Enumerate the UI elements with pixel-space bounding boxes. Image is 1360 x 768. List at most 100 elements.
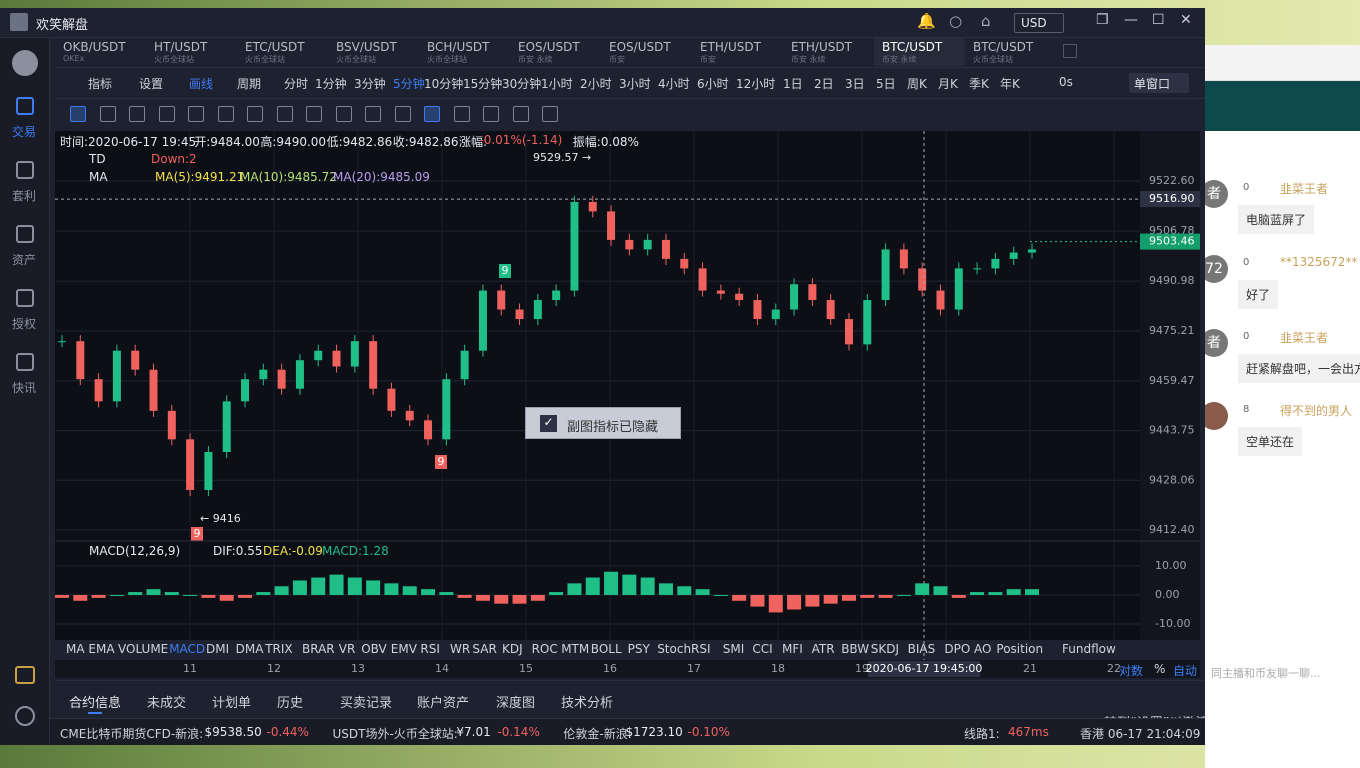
- window-mode[interactable]: 单窗口: [1129, 73, 1189, 93]
- indicator-tab[interactable]: BRAR: [302, 642, 335, 656]
- pair-tab[interactable]: [237, 38, 328, 66]
- window-button[interactable]: ✕: [1180, 12, 1192, 28]
- draw-tool[interactable]: [129, 106, 145, 122]
- indicator-tab[interactable]: SAR: [472, 642, 497, 656]
- draw-tool[interactable]: [365, 106, 381, 122]
- indicator-tab[interactable]: RSI: [420, 642, 440, 656]
- period-label[interactable]: 周期: [237, 77, 262, 91]
- indicator-tab[interactable]: MA: [66, 642, 85, 656]
- indicator-tab[interactable]: MFI: [782, 642, 803, 656]
- period-option[interactable]: 3小时: [619, 77, 651, 91]
- draw-tool[interactable]: [453, 106, 470, 122]
- sidebar-icon[interactable]: [16, 161, 34, 179]
- period-option[interactable]: 1日: [783, 77, 803, 91]
- indicator-tab[interactable]: OBV: [361, 642, 387, 656]
- period-option[interactable]: 3分钟: [354, 77, 386, 91]
- draw-tool[interactable]: [276, 106, 293, 122]
- period-option[interactable]: 2日: [814, 77, 834, 91]
- period-option[interactable]: 15分钟: [463, 77, 503, 91]
- period-option[interactable]: 6小时: [697, 77, 729, 91]
- indicator-tab[interactable]: TRIX: [265, 642, 293, 656]
- toolbar-button[interactable]: 画线: [189, 77, 214, 91]
- draw-tool[interactable]: [542, 106, 558, 122]
- indicator-tab[interactable]: VOLUME: [118, 642, 169, 656]
- toolbar-button[interactable]: 设置: [139, 77, 164, 91]
- sidebar-item[interactable]: 资产: [12, 253, 37, 267]
- title-icon[interactable]: 🔔: [917, 12, 936, 30]
- period-option[interactable]: 10分钟: [424, 77, 464, 91]
- indicator-tab[interactable]: CCI: [752, 642, 773, 656]
- indicator-tab[interactable]: ATR: [811, 642, 835, 656]
- indicator-tab[interactable]: DMA: [235, 642, 264, 656]
- bottom-tab[interactable]: 账户资产: [417, 696, 470, 711]
- period-option[interactable]: 周K: [907, 77, 927, 91]
- pair-tab[interactable]: [146, 38, 237, 66]
- pair-tab[interactable]: [601, 38, 692, 66]
- period-option[interactable]: 季K: [969, 77, 989, 91]
- draw-tool[interactable]: [424, 106, 440, 122]
- pair-tab[interactable]: [328, 38, 419, 66]
- bottom-tab[interactable]: 合约信息: [69, 696, 122, 711]
- draw-tool[interactable]: [483, 106, 499, 122]
- period-option[interactable]: 4小时: [658, 77, 690, 91]
- axis-control[interactable]: 自动: [1173, 664, 1198, 678]
- sidebar-icon[interactable]: [16, 353, 34, 371]
- chat-input[interactable]: 同主播和币友聊一聊...: [1211, 667, 1321, 680]
- bottom-tab[interactable]: 计划单: [212, 696, 252, 711]
- draw-tool[interactable]: [247, 106, 263, 122]
- add-tab[interactable]: [1063, 44, 1077, 58]
- window-button[interactable]: —: [1124, 12, 1138, 28]
- pair-tab[interactable]: [419, 38, 510, 66]
- period-option[interactable]: 3日: [845, 77, 865, 91]
- pair-tab[interactable]: [692, 38, 783, 66]
- draw-tool[interactable]: [217, 106, 234, 122]
- draw-tool[interactable]: [512, 106, 529, 122]
- indicator-tab[interactable]: ROC: [531, 642, 558, 656]
- indicator-tab[interactable]: DPO: [944, 642, 971, 656]
- period-option[interactable]: 5日: [876, 77, 896, 91]
- pair-tab[interactable]: [55, 38, 146, 66]
- indicator-tab[interactable]: BOLL: [590, 642, 622, 656]
- period-option[interactable]: 分时: [284, 77, 309, 91]
- sidebar-icon[interactable]: [15, 666, 35, 684]
- draw-tool[interactable]: [394, 106, 411, 122]
- bottom-tab[interactable]: 买卖记录: [340, 696, 393, 711]
- bottom-tab[interactable]: 未成交: [147, 696, 187, 711]
- axis-control[interactable]: %: [1154, 662, 1166, 676]
- indicator-tab[interactable]: EMV: [390, 642, 417, 656]
- indicator-tab[interactable]: BIAS: [907, 642, 936, 656]
- indicator-tab[interactable]: Position: [996, 642, 1044, 656]
- indicator-tab[interactable]: MTM: [561, 642, 590, 656]
- indicator-tab[interactable]: EMA: [88, 642, 115, 656]
- window-button[interactable]: ❐: [1096, 12, 1109, 28]
- title-icon[interactable]: ○: [949, 12, 963, 30]
- indicator-tab[interactable]: BBW: [841, 642, 870, 656]
- bottom-tab[interactable]: 技术分析: [561, 696, 614, 711]
- indicator-tab[interactable]: StochRSI: [657, 642, 711, 656]
- indicator-tab[interactable]: AO: [974, 642, 992, 656]
- currency-select[interactable]: USD: [1014, 13, 1064, 33]
- sidebar-icon[interactable]: [16, 289, 34, 307]
- sidebar-item[interactable]: 快讯: [12, 381, 37, 395]
- pair-tab[interactable]: [783, 38, 874, 66]
- pair-tab[interactable]: [965, 38, 1056, 66]
- pair-tab[interactable]: [874, 38, 965, 66]
- sidebar-item[interactable]: 套利: [12, 189, 37, 203]
- axis-control[interactable]: 对数: [1119, 664, 1144, 678]
- sidebar-icon[interactable]: [16, 97, 34, 115]
- indicator-tab[interactable]: DMI: [206, 642, 230, 656]
- period-option[interactable]: 2小时: [580, 77, 612, 91]
- period-option[interactable]: 年K: [1000, 77, 1020, 91]
- bottom-tab[interactable]: 历史: [277, 696, 304, 711]
- draw-tool[interactable]: [99, 106, 116, 122]
- indicator-tab[interactable]: KDJ: [502, 642, 523, 656]
- sidebar-icon[interactable]: [16, 225, 34, 243]
- indicator-tab[interactable]: SKDJ: [870, 642, 900, 656]
- period-option[interactable]: 5分钟: [393, 77, 425, 91]
- indicator-tab[interactable]: VR: [338, 642, 356, 656]
- sidebar-item[interactable]: 交易: [12, 125, 37, 139]
- indicator-tab[interactable]: WR: [450, 642, 471, 656]
- period-option[interactable]: 30分钟: [502, 77, 542, 91]
- pair-tab[interactable]: [510, 38, 601, 66]
- period-option[interactable]: 1分钟: [315, 77, 347, 91]
